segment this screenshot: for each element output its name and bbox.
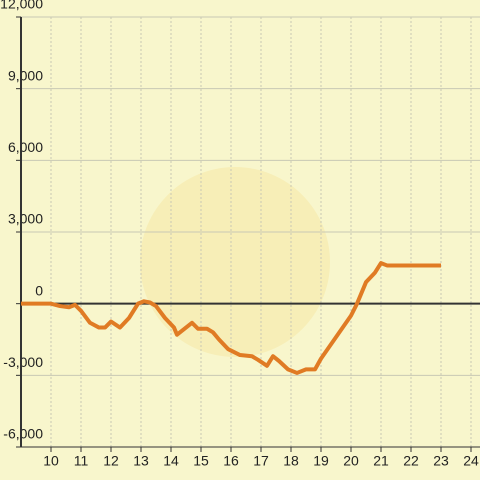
x-tick-label: 19 [313, 453, 329, 469]
x-tick-label: 15 [193, 453, 209, 469]
x-tick-label: 11 [74, 453, 89, 469]
x-tick-label: 24 [463, 453, 479, 469]
y-tick-label: 0 [35, 282, 43, 298]
x-tick-label: 16 [223, 453, 239, 469]
data-line [21, 261, 441, 375]
y-tick-label: 9,000 [8, 67, 43, 83]
x-tick-label: 13 [133, 453, 149, 469]
x-tick-label: 17 [253, 453, 269, 469]
x-tick-label: 10 [43, 453, 59, 469]
x-tick-label: 22 [403, 453, 419, 469]
y-tick-label: 3,000 [8, 211, 43, 227]
y-tick-label: 12,000 [0, 0, 43, 12]
x-tick-label: 20 [343, 453, 359, 469]
y-tick-label: 6,000 [8, 139, 43, 155]
x-tick-label: 21 [373, 453, 389, 469]
y-tick-label: -6,000 [3, 426, 43, 442]
watermark [140, 167, 330, 357]
y-tick-label: -3,000 [3, 354, 43, 370]
x-tick-label: 12 [103, 453, 119, 469]
x-tick-label: 18 [283, 453, 299, 469]
x-tick-label: 23 [433, 453, 449, 469]
x-tick-label: 14 [163, 453, 179, 469]
